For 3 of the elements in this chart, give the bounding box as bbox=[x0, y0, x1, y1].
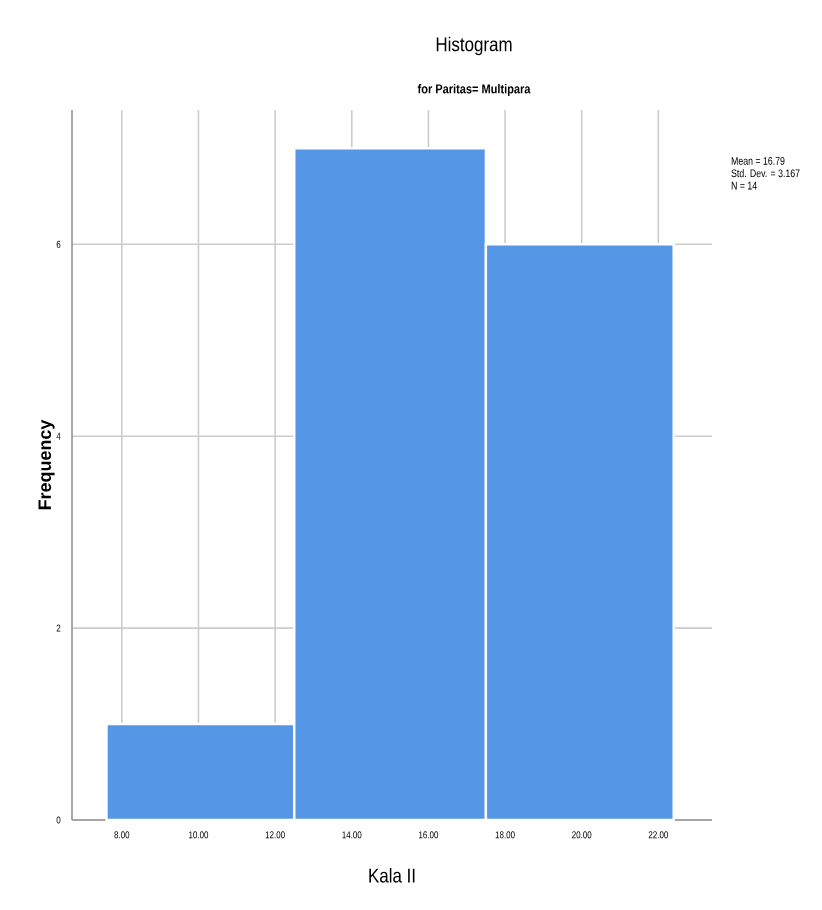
y-axis-title: Frequency bbox=[38, 419, 55, 510]
chart-title: Histogram bbox=[436, 36, 512, 56]
x-axis-title: Kala II bbox=[369, 868, 415, 883]
